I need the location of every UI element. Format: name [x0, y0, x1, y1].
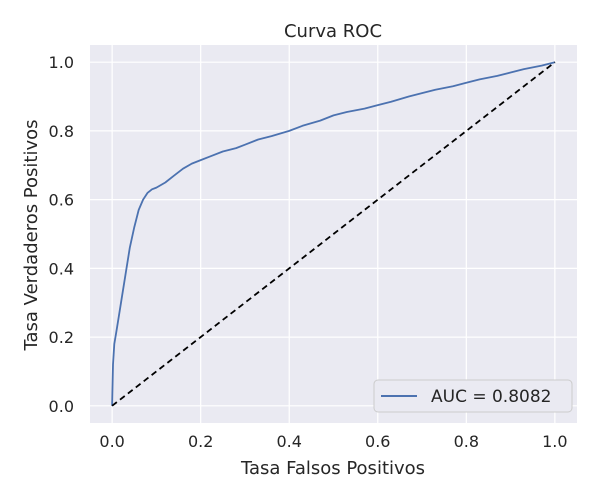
- x-tick-label: 0.6: [365, 432, 390, 451]
- x-tick-label: 0.0: [99, 432, 124, 451]
- tick-labels: 0.0 0.2 0.4 0.6 0.8 1.0 0.0 0.2 0.4 0.6 0.8 1.0: [49, 53, 568, 451]
- x-tick-label: 1.0: [542, 432, 567, 451]
- chart-title: Curva ROC: [284, 21, 382, 42]
- y-axis-label: Tasa Verdaderos Positivos: [21, 119, 42, 351]
- series-layer: [111, 61, 556, 407]
- y-tick-label: 0.8: [49, 122, 74, 141]
- y-tick-label: 0.2: [49, 328, 74, 347]
- y-tick-label: 1.0: [49, 53, 74, 72]
- x-axis-label: Tasa Falsos Positivos: [240, 458, 425, 479]
- legend-label: AUC = 0.8082: [431, 387, 551, 407]
- legend: AUC = 0.8082: [373, 379, 573, 413]
- y-tick-label: 0.0: [49, 397, 74, 416]
- x-tick-label: 0.2: [188, 432, 213, 451]
- grid: [90, 45, 577, 423]
- y-tick-label: 0.4: [49, 259, 74, 278]
- legend-box: [373, 379, 573, 413]
- y-tick-label: 0.6: [49, 191, 74, 210]
- chance-diagonal-line: [111, 61, 556, 407]
- roc-curve-line: [111, 61, 556, 406]
- x-tick-label: 0.4: [277, 432, 302, 451]
- x-tick-label: 0.8: [454, 432, 479, 451]
